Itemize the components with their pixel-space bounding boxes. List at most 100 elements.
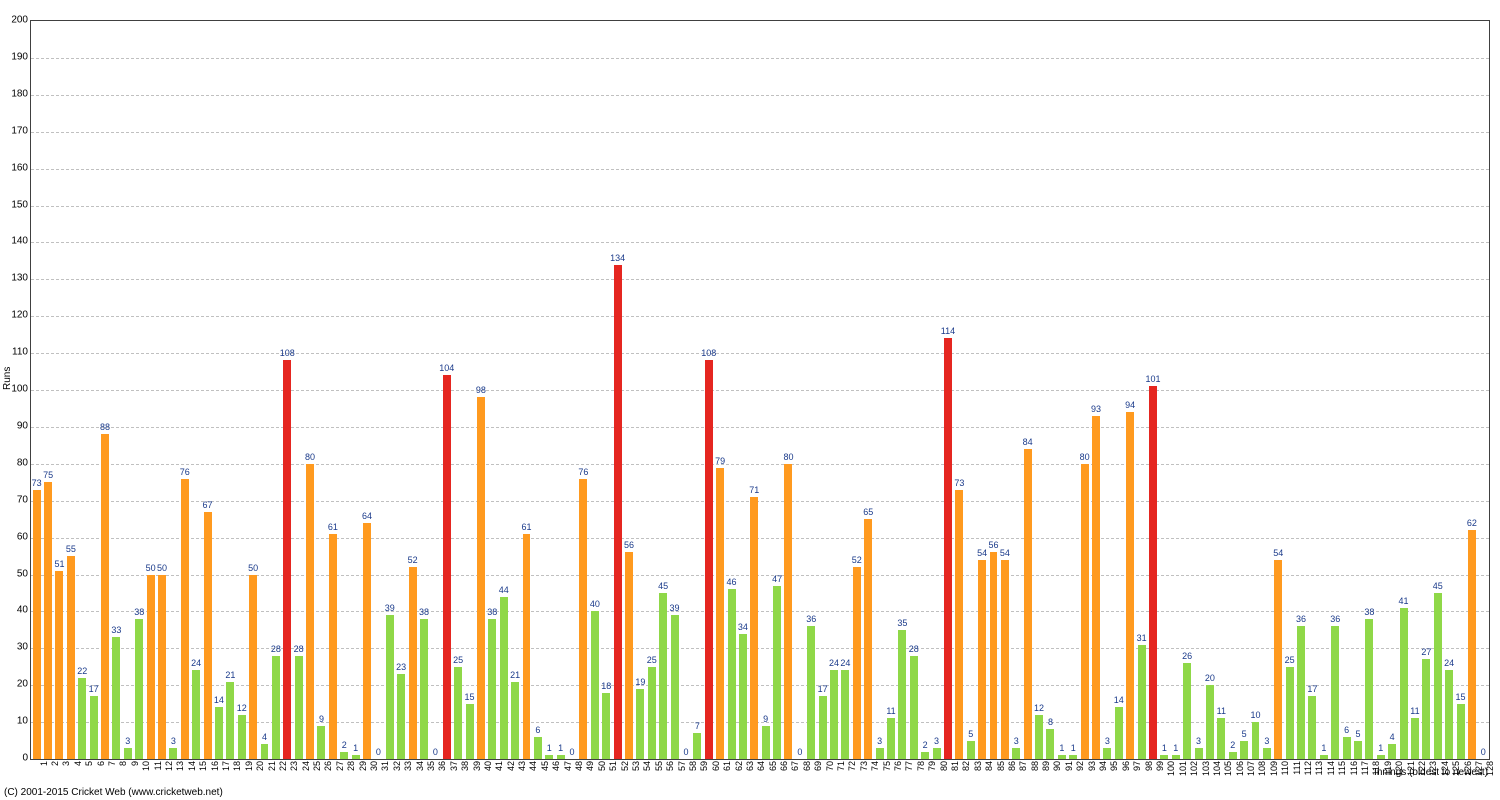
bar [1046, 729, 1054, 759]
bar [204, 512, 212, 759]
x-tick-label: 103 [1201, 761, 1211, 776]
bar-value-label: 28 [271, 644, 281, 654]
bar-value-label: 0 [376, 747, 381, 757]
bar-value-label: 54 [1273, 548, 1283, 558]
bar [853, 567, 861, 759]
bar-value-label: 47 [772, 574, 782, 584]
bar-value-label: 12 [237, 703, 247, 713]
bar [955, 490, 963, 759]
bar-value-label: 71 [749, 485, 759, 495]
bar-value-label: 0 [797, 747, 802, 757]
bar [238, 715, 246, 759]
x-tick-label: 62 [734, 761, 744, 771]
plot-area: 7375515522178833338505037624671421125042… [30, 20, 1490, 760]
x-tick-label: 4 [73, 761, 83, 766]
y-tick-label: 170 [2, 125, 28, 136]
gridline [31, 242, 1489, 243]
x-tick-label: 56 [665, 761, 675, 771]
bar-value-label: 3 [934, 736, 939, 746]
x-tick-label: 57 [677, 761, 687, 771]
bar-value-label: 22 [77, 666, 87, 676]
bar-value-label: 39 [385, 603, 395, 613]
bar-value-label: 18 [601, 681, 611, 691]
x-tick-label: 123 [1428, 761, 1438, 776]
bar-value-label: 1 [1059, 743, 1064, 753]
bar-value-label: 50 [157, 563, 167, 573]
bar [750, 497, 758, 759]
bar [397, 674, 405, 759]
x-tick-label: 9 [130, 761, 140, 766]
x-tick-label: 50 [597, 761, 607, 771]
bar-value-label: 25 [647, 655, 657, 665]
bar [1308, 696, 1316, 759]
x-tick-label: 24 [301, 761, 311, 771]
bar-value-label: 12 [1034, 703, 1044, 713]
bar-value-label: 79 [715, 456, 725, 466]
bar [1160, 755, 1168, 759]
x-tick-label: 13 [175, 761, 185, 771]
x-tick-label: 47 [563, 761, 573, 771]
bar [739, 634, 747, 759]
bar [363, 523, 371, 759]
copyright-text: (C) 2001-2015 Cricket Web (www.cricketwe… [4, 787, 223, 798]
bar-value-label: 56 [624, 540, 634, 550]
bar [978, 560, 986, 759]
y-tick-label: 60 [2, 531, 28, 542]
x-tick-label: 109 [1269, 761, 1279, 776]
x-tick-label: 49 [585, 761, 595, 771]
bar [101, 434, 109, 759]
y-tick-label: 190 [2, 51, 28, 62]
x-tick-label: 82 [961, 761, 971, 771]
bar-value-label: 9 [763, 714, 768, 724]
bar-value-label: 0 [1481, 747, 1486, 757]
bar-value-label: 27 [1421, 647, 1431, 657]
x-tick-label: 19 [244, 761, 254, 771]
bar [1229, 752, 1237, 759]
x-tick-label: 30 [369, 761, 379, 771]
bar [272, 656, 280, 759]
x-tick-label: 88 [1030, 761, 1040, 771]
x-tick-label: 45 [540, 761, 550, 771]
x-tick-label: 2 [50, 761, 60, 766]
bar [1286, 667, 1294, 759]
bar-value-label: 114 [941, 326, 955, 336]
bar-value-label: 1 [1378, 743, 1383, 753]
runs-bar-chart: Runs 73755155221788333385050376246714211… [0, 0, 1500, 800]
bar [671, 615, 679, 759]
bar [226, 682, 234, 759]
bar [693, 733, 701, 759]
x-tick-label: 91 [1064, 761, 1074, 771]
gridline [31, 95, 1489, 96]
bar-value-label: 3 [171, 736, 176, 746]
bar [807, 626, 815, 759]
x-tick-label: 78 [916, 761, 926, 771]
x-tick-label: 110 [1280, 761, 1290, 775]
bar-value-label: 54 [977, 548, 987, 558]
bar [169, 748, 177, 759]
x-tick-label: 80 [939, 761, 949, 771]
x-tick-label: 21 [267, 761, 277, 771]
bar-value-label: 24 [829, 658, 839, 668]
bar [933, 748, 941, 759]
x-tick-label: 3 [61, 761, 71, 766]
y-tick-label: 110 [2, 347, 28, 358]
bar-value-label: 5 [1355, 729, 1360, 739]
bar-value-label: 80 [1080, 452, 1090, 462]
bar-value-label: 46 [727, 577, 737, 587]
bar [534, 737, 542, 759]
x-tick-label: 72 [847, 761, 857, 771]
bar [773, 586, 781, 759]
bar-value-label: 26 [1182, 651, 1192, 661]
x-tick-label: 92 [1075, 761, 1085, 771]
bar [762, 726, 770, 759]
x-tick-label: 40 [483, 761, 493, 771]
bar [33, 490, 41, 759]
bar-value-label: 15 [1456, 692, 1466, 702]
x-tick-label: 66 [779, 761, 789, 771]
bar-value-label: 15 [465, 692, 475, 702]
bar [215, 707, 223, 759]
x-tick-label: 60 [711, 761, 721, 771]
x-tick-label: 70 [825, 761, 835, 771]
x-tick-label: 26 [323, 761, 333, 771]
x-tick-label: 34 [415, 761, 425, 771]
